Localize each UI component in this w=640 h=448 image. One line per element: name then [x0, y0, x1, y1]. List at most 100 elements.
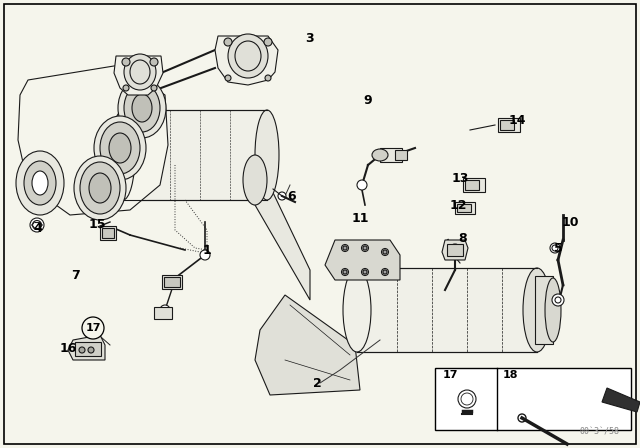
Circle shape [342, 268, 349, 276]
Ellipse shape [94, 116, 146, 180]
Circle shape [123, 85, 129, 91]
Text: 1: 1 [203, 244, 211, 257]
Circle shape [342, 245, 349, 251]
Polygon shape [325, 240, 400, 280]
Circle shape [151, 85, 157, 91]
Ellipse shape [523, 268, 551, 352]
Bar [164, 277, 180, 287]
Text: 13: 13 [451, 172, 468, 185]
Text: 17: 17 [85, 323, 100, 333]
Bar [75, 342, 101, 356]
Ellipse shape [372, 149, 388, 161]
Circle shape [357, 180, 367, 190]
Ellipse shape [255, 110, 279, 200]
Text: 7: 7 [70, 268, 79, 281]
Ellipse shape [118, 78, 166, 138]
Text: 17: 17 [443, 370, 458, 380]
Bar [357, 268, 537, 352]
Bar [447, 244, 463, 256]
Text: 11: 11 [351, 211, 369, 224]
Circle shape [362, 245, 369, 251]
Circle shape [383, 250, 387, 254]
Text: 9: 9 [364, 94, 372, 107]
Circle shape [160, 305, 170, 315]
Bar [457, 204, 471, 212]
Text: 18: 18 [503, 370, 518, 380]
Polygon shape [114, 56, 163, 95]
Circle shape [224, 38, 232, 46]
Text: 6: 6 [288, 190, 296, 202]
Ellipse shape [109, 133, 131, 163]
Ellipse shape [545, 278, 561, 342]
Circle shape [30, 218, 44, 232]
Circle shape [381, 268, 388, 276]
Bar [154, 307, 172, 319]
Text: 14: 14 [508, 113, 525, 126]
Circle shape [82, 317, 104, 339]
Text: 3: 3 [306, 31, 314, 44]
Circle shape [200, 250, 210, 260]
Circle shape [225, 75, 231, 81]
Ellipse shape [80, 162, 120, 214]
Circle shape [343, 246, 347, 250]
Ellipse shape [32, 171, 48, 195]
Circle shape [265, 75, 271, 81]
Ellipse shape [74, 156, 126, 220]
Polygon shape [68, 335, 105, 360]
Circle shape [363, 246, 367, 250]
Circle shape [449, 244, 461, 256]
Circle shape [458, 390, 476, 408]
Circle shape [381, 249, 388, 255]
Text: 4: 4 [34, 221, 42, 234]
Bar [435, 368, 631, 430]
Circle shape [88, 347, 94, 353]
Circle shape [383, 270, 387, 274]
Polygon shape [255, 295, 360, 395]
Text: 8: 8 [459, 232, 467, 245]
Polygon shape [18, 65, 168, 215]
Bar [102, 228, 114, 238]
Bar [500, 120, 514, 130]
Bar [535, 276, 553, 344]
Circle shape [122, 58, 130, 66]
Circle shape [550, 243, 560, 253]
Text: 15: 15 [88, 217, 106, 231]
Ellipse shape [16, 151, 64, 215]
Text: 12: 12 [449, 198, 467, 211]
Ellipse shape [228, 34, 268, 78]
Ellipse shape [100, 122, 140, 174]
Bar [395, 150, 407, 160]
Bar [498, 118, 520, 132]
Circle shape [79, 347, 85, 353]
Ellipse shape [124, 84, 160, 132]
Circle shape [552, 294, 564, 306]
Polygon shape [442, 240, 468, 260]
Ellipse shape [132, 94, 152, 122]
Text: 10: 10 [561, 215, 579, 228]
Circle shape [343, 270, 347, 274]
Bar [100, 226, 116, 240]
Text: 5: 5 [554, 241, 563, 254]
Bar [465, 180, 479, 190]
Ellipse shape [243, 155, 267, 205]
Ellipse shape [24, 161, 56, 205]
Circle shape [264, 38, 272, 46]
Circle shape [278, 192, 286, 200]
Bar [463, 178, 485, 192]
Bar [123, 110, 267, 200]
Polygon shape [602, 388, 640, 412]
Ellipse shape [124, 54, 156, 90]
Circle shape [363, 270, 367, 274]
Text: 2: 2 [312, 376, 321, 389]
Polygon shape [215, 36, 278, 85]
Bar [380, 148, 402, 162]
Text: 16: 16 [60, 341, 77, 354]
Circle shape [362, 268, 369, 276]
Bar [455, 202, 475, 214]
Ellipse shape [111, 110, 135, 200]
Bar [162, 275, 182, 289]
Circle shape [150, 58, 158, 66]
Ellipse shape [343, 268, 371, 352]
Ellipse shape [89, 173, 111, 203]
Polygon shape [255, 155, 310, 300]
